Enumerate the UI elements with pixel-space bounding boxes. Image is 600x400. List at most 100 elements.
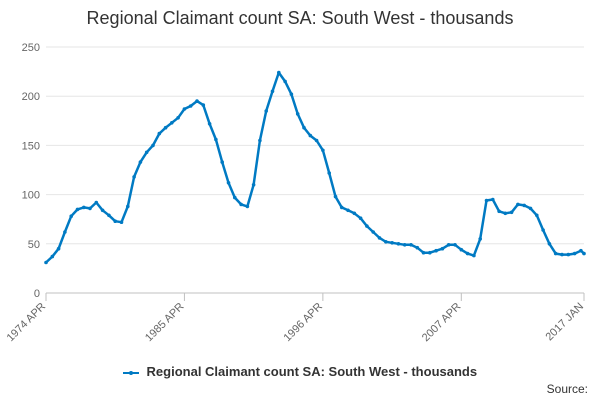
data-point[interactable] bbox=[560, 252, 564, 257]
data-point[interactable] bbox=[88, 206, 92, 211]
data-point[interactable] bbox=[522, 203, 526, 208]
data-point[interactable] bbox=[346, 208, 350, 213]
x-tick-label: 1974 APR bbox=[5, 301, 49, 345]
data-point[interactable] bbox=[384, 240, 388, 244]
y-tick-label: 200 bbox=[22, 91, 40, 103]
data-point[interactable] bbox=[132, 175, 136, 179]
y-tick-label: 0 bbox=[34, 288, 40, 300]
data-point[interactable] bbox=[333, 194, 338, 199]
data-point[interactable] bbox=[409, 243, 413, 247]
data-point[interactable] bbox=[69, 214, 73, 218]
data-point[interactable] bbox=[566, 252, 571, 257]
data-point[interactable] bbox=[295, 112, 300, 116]
data-point[interactable] bbox=[214, 137, 218, 142]
data-point[interactable] bbox=[264, 109, 269, 113]
data-point[interactable] bbox=[245, 204, 250, 209]
data-point[interactable] bbox=[402, 243, 407, 247]
data-point[interactable] bbox=[151, 143, 155, 148]
data-point[interactable] bbox=[339, 205, 344, 210]
data-point[interactable] bbox=[434, 248, 438, 253]
data-point[interactable] bbox=[365, 224, 369, 228]
data-point[interactable] bbox=[107, 213, 111, 218]
data-point[interactable] bbox=[188, 104, 193, 108]
y-tick-label: 100 bbox=[22, 190, 40, 202]
data-point[interactable] bbox=[119, 220, 124, 224]
data-point[interactable] bbox=[56, 246, 61, 251]
data-point[interactable] bbox=[302, 125, 306, 130]
data-point[interactable] bbox=[226, 181, 231, 185]
data-point[interactable] bbox=[327, 171, 332, 175]
data-point[interactable] bbox=[465, 251, 470, 256]
y-tick-label: 50 bbox=[28, 239, 40, 251]
data-point[interactable] bbox=[270, 89, 275, 94]
data-point[interactable] bbox=[207, 122, 212, 126]
data-point[interactable] bbox=[251, 183, 256, 187]
data-point[interactable] bbox=[421, 250, 426, 255]
data-point[interactable] bbox=[541, 228, 545, 232]
data-point[interactable] bbox=[75, 207, 80, 212]
data-point[interactable] bbox=[100, 208, 105, 213]
data-point[interactable] bbox=[516, 202, 520, 207]
data-point[interactable] bbox=[220, 160, 224, 164]
x-tick-label: 1996 APR bbox=[281, 301, 325, 345]
data-point[interactable] bbox=[113, 219, 117, 223]
data-point[interactable] bbox=[163, 125, 168, 130]
data-point[interactable] bbox=[509, 210, 514, 215]
data-point[interactable] bbox=[572, 251, 577, 256]
data-point[interactable] bbox=[176, 116, 180, 120]
data-point[interactable] bbox=[371, 230, 376, 234]
legend[interactable]: Regional Claimant count SA: South West -… bbox=[0, 364, 600, 379]
data-point[interactable] bbox=[277, 70, 281, 75]
data-point[interactable] bbox=[182, 107, 187, 111]
data-point[interactable] bbox=[535, 213, 539, 218]
source-label: Source: bbox=[546, 382, 588, 396]
data-point[interactable] bbox=[144, 150, 149, 155]
data-point[interactable] bbox=[582, 251, 586, 256]
data-point[interactable] bbox=[553, 251, 558, 256]
data-point[interactable] bbox=[44, 260, 48, 265]
data-point[interactable] bbox=[415, 245, 420, 250]
data-point[interactable] bbox=[453, 243, 457, 247]
data-point[interactable] bbox=[321, 148, 325, 153]
data-point[interactable] bbox=[289, 92, 294, 96]
data-point[interactable] bbox=[491, 197, 495, 202]
data-point[interactable] bbox=[484, 198, 489, 203]
data-point[interactable] bbox=[126, 204, 130, 209]
data-point[interactable] bbox=[358, 216, 363, 220]
data-point[interactable] bbox=[528, 206, 533, 211]
data-point[interactable] bbox=[497, 209, 501, 214]
data-point[interactable] bbox=[239, 202, 243, 207]
data-point[interactable] bbox=[170, 121, 174, 125]
data-point[interactable] bbox=[258, 138, 262, 143]
data-point[interactable] bbox=[396, 242, 401, 246]
data-point[interactable] bbox=[478, 237, 483, 241]
data-point[interactable] bbox=[503, 211, 508, 216]
data-point[interactable] bbox=[94, 200, 99, 205]
data-point[interactable] bbox=[314, 138, 319, 143]
data-point[interactable] bbox=[428, 250, 432, 255]
data-point[interactable] bbox=[459, 247, 464, 252]
data-point[interactable] bbox=[308, 133, 313, 138]
y-tick-label: 250 bbox=[22, 42, 40, 54]
data-point[interactable] bbox=[201, 103, 206, 107]
data-point[interactable] bbox=[157, 131, 162, 136]
data-point[interactable] bbox=[82, 205, 86, 210]
data-point[interactable] bbox=[547, 242, 552, 246]
data-point[interactable] bbox=[50, 254, 55, 259]
data-point[interactable] bbox=[138, 160, 143, 164]
data-point[interactable] bbox=[352, 211, 357, 216]
series-layer bbox=[44, 70, 586, 265]
data-point[interactable] bbox=[377, 236, 382, 240]
data-point[interactable] bbox=[63, 230, 67, 234]
data-point[interactable] bbox=[472, 253, 476, 258]
data-point[interactable] bbox=[390, 241, 394, 245]
data-point[interactable] bbox=[195, 99, 199, 103]
data-point[interactable] bbox=[440, 246, 445, 251]
data-point[interactable] bbox=[579, 248, 583, 253]
data-point[interactable] bbox=[233, 195, 237, 200]
legend-marker bbox=[128, 370, 133, 375]
chart-title: Regional Claimant count SA: South West -… bbox=[86, 8, 514, 28]
data-point[interactable] bbox=[446, 243, 451, 247]
data-point[interactable] bbox=[283, 79, 287, 84]
